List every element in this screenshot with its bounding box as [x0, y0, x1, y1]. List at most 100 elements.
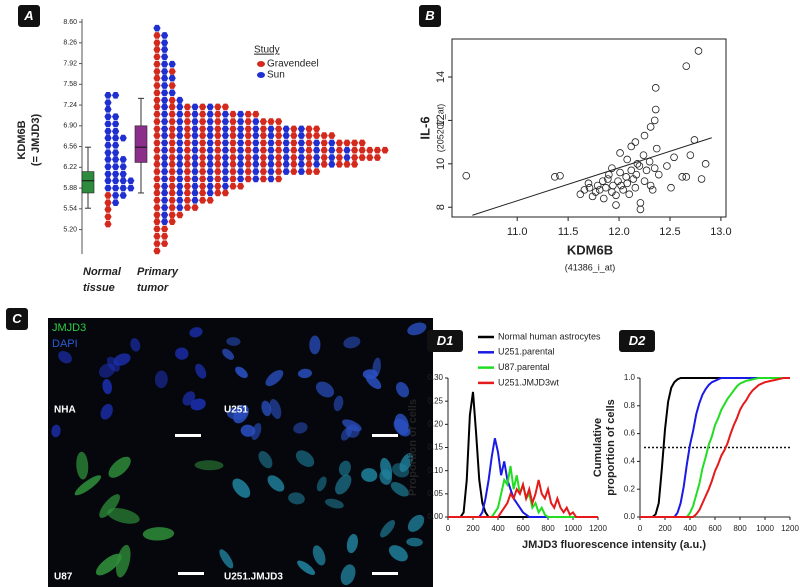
point	[612, 191, 620, 200]
sample-dot	[305, 125, 313, 133]
y-tick-label: 8	[435, 204, 447, 210]
sample-dot	[176, 139, 184, 147]
y-tick-label: 0.0	[624, 512, 636, 521]
sample-dot	[199, 110, 207, 118]
sample-dot	[199, 103, 207, 111]
sample-dot	[237, 168, 245, 175]
cell-line-label: NHA	[54, 405, 76, 416]
sample-dot	[206, 132, 214, 139]
cell	[288, 492, 305, 505]
sample-dot	[206, 110, 214, 118]
sample-dot	[206, 189, 214, 197]
sample-dot	[297, 132, 305, 139]
sample-dot	[191, 125, 199, 133]
sample-dot	[282, 154, 290, 161]
cell	[95, 553, 122, 576]
sample-dot	[161, 118, 169, 125]
sample-dot	[161, 196, 169, 204]
sample-dot	[153, 103, 161, 111]
point	[682, 62, 691, 70]
cell	[219, 549, 234, 569]
sample-dot	[199, 132, 207, 139]
cell	[407, 322, 427, 336]
point	[612, 201, 620, 209]
cell	[233, 404, 249, 424]
sample-dot	[104, 156, 112, 163]
sample-dot	[282, 168, 290, 175]
x-tick-label: 11.5	[558, 226, 579, 238]
cell	[407, 514, 425, 532]
sample-dot	[119, 156, 127, 163]
sample-dot	[191, 139, 199, 147]
point	[609, 181, 617, 190]
point	[580, 186, 589, 194]
point	[651, 84, 660, 92]
sample-dot	[153, 82, 161, 89]
sample-dot	[259, 175, 267, 183]
sample-dot	[112, 156, 120, 163]
channel-label: DAPI	[52, 338, 78, 350]
sample-dot	[176, 154, 184, 161]
sample-dot	[229, 132, 237, 139]
y-tick-label: 7.24	[63, 102, 77, 109]
sample-dot	[214, 139, 222, 147]
point	[623, 179, 631, 188]
sample-dot	[199, 182, 207, 190]
cell	[195, 363, 207, 379]
scale-bar	[175, 434, 201, 437]
cell	[226, 337, 241, 346]
sample-dot	[282, 125, 290, 133]
x-tick-label: 1000	[756, 524, 774, 533]
sample-dot	[214, 146, 222, 154]
sample-dot	[221, 125, 229, 133]
sample-dot	[168, 89, 176, 97]
sample-dot	[335, 154, 343, 161]
sample-dot	[153, 24, 161, 32]
sample-dot	[221, 110, 229, 118]
sample-dot	[176, 204, 184, 211]
sample-dot	[112, 142, 120, 149]
x-tick-label: 800	[733, 524, 747, 533]
sample-dot	[153, 39, 161, 47]
scale-bar	[372, 572, 398, 575]
sample-dot	[252, 160, 260, 168]
sample-dot	[104, 113, 112, 120]
y-tick-label: 10	[435, 158, 447, 170]
point	[639, 151, 648, 159]
sample-dot	[153, 154, 161, 161]
panel-letter: D1	[437, 333, 454, 348]
sample-dot	[221, 182, 229, 190]
sample-dot	[183, 204, 191, 211]
sample-dot	[214, 125, 222, 133]
sample-dot	[206, 168, 214, 175]
point	[616, 168, 624, 177]
x-tick-label: 11.0	[507, 226, 528, 238]
cell	[379, 469, 393, 485]
sample-dot	[237, 154, 245, 161]
point	[585, 183, 594, 192]
sample-dot	[112, 128, 120, 135]
sample-dot	[153, 175, 161, 183]
x-tick-label: 12.0	[608, 226, 629, 238]
sample-dot	[252, 175, 260, 183]
point	[697, 175, 706, 183]
point	[623, 155, 631, 164]
sample-dot	[191, 160, 199, 168]
panel-letter-box	[427, 330, 463, 352]
sample-dot	[153, 196, 161, 204]
panel-letter: B	[425, 8, 434, 23]
series-line	[640, 377, 790, 518]
cell	[309, 335, 321, 355]
sample-dot	[199, 196, 207, 204]
x-tick-label: 1000	[564, 524, 582, 533]
point	[636, 205, 645, 214]
sample-dot	[183, 182, 191, 190]
sample-dot	[282, 139, 290, 147]
sample-dot	[191, 132, 199, 139]
sample-dot	[104, 106, 112, 113]
x-tick-label: 400	[491, 524, 505, 533]
sample-dot	[176, 96, 184, 104]
sample-dot	[112, 170, 120, 178]
cell	[232, 478, 251, 498]
y-tick-label: 0.8	[624, 401, 636, 410]
